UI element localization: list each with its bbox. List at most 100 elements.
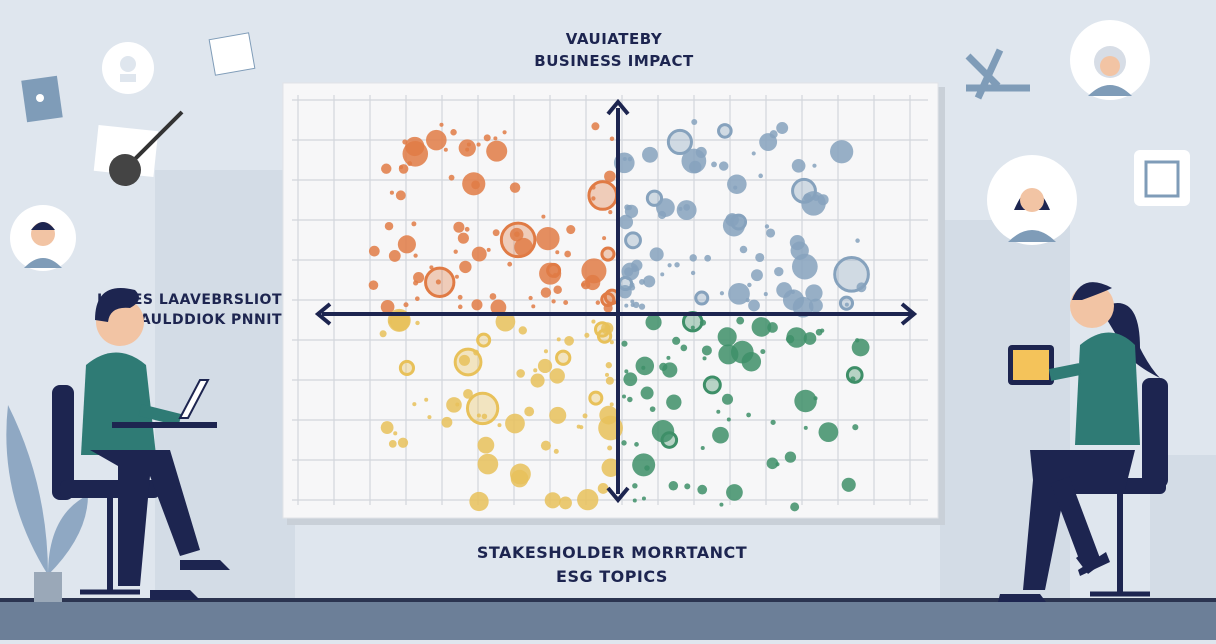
dot xyxy=(549,406,567,424)
dot xyxy=(676,200,697,221)
dot xyxy=(690,270,696,276)
dot xyxy=(691,118,698,125)
dot xyxy=(770,419,776,425)
dot xyxy=(841,477,856,492)
dot xyxy=(621,340,628,347)
dot xyxy=(458,139,476,157)
dot xyxy=(384,221,394,231)
dot xyxy=(528,295,533,301)
dot xyxy=(509,463,531,485)
dot xyxy=(381,163,392,174)
dot xyxy=(435,279,441,285)
dot xyxy=(630,299,635,304)
dot xyxy=(537,358,553,374)
dot xyxy=(717,123,733,139)
dot xyxy=(481,413,488,420)
dot xyxy=(632,301,640,309)
footer-line: ESG TOPICS xyxy=(556,567,668,586)
dot xyxy=(627,396,633,403)
dot xyxy=(716,409,721,414)
dot xyxy=(694,290,710,306)
dot xyxy=(602,236,607,241)
dot xyxy=(741,351,762,372)
dot xyxy=(672,336,681,345)
dot xyxy=(609,340,614,345)
dot xyxy=(368,245,380,257)
dot xyxy=(483,134,491,142)
dot xyxy=(789,235,805,251)
header-line: VAUIATEBY xyxy=(566,30,663,48)
dot xyxy=(457,294,463,300)
dot xyxy=(635,356,655,376)
dot xyxy=(794,389,817,413)
dot xyxy=(719,291,725,296)
dot xyxy=(730,213,748,231)
dot xyxy=(415,320,420,326)
dot xyxy=(649,247,664,262)
dot xyxy=(443,147,448,152)
dot xyxy=(556,337,561,342)
dot xyxy=(632,483,638,489)
dot xyxy=(553,448,559,454)
dot xyxy=(388,439,397,448)
dot xyxy=(397,437,409,448)
dot xyxy=(502,130,507,135)
dot xyxy=(790,502,800,512)
dot xyxy=(453,249,458,254)
dot xyxy=(541,214,546,219)
dot xyxy=(678,206,683,211)
dot xyxy=(566,224,576,235)
dot xyxy=(601,458,621,478)
dot xyxy=(471,180,480,190)
dots xyxy=(368,118,870,512)
dot xyxy=(833,255,870,293)
dot xyxy=(564,250,572,258)
dot xyxy=(514,237,533,257)
dot xyxy=(424,397,429,402)
dot xyxy=(509,182,521,193)
header-line: BUSINESS IMPACT xyxy=(534,52,694,70)
dot xyxy=(640,386,654,400)
dot xyxy=(680,344,688,352)
dot xyxy=(563,300,569,305)
dot xyxy=(784,451,797,463)
dot xyxy=(464,226,470,232)
dot xyxy=(477,436,495,454)
dot xyxy=(493,136,498,141)
dot xyxy=(533,368,538,373)
dot xyxy=(624,369,629,374)
dot xyxy=(407,161,413,167)
dot xyxy=(530,373,545,388)
dot xyxy=(852,424,859,431)
dot xyxy=(697,484,708,495)
dot xyxy=(471,246,487,262)
dot xyxy=(453,221,465,233)
dot xyxy=(604,324,611,331)
dot xyxy=(758,173,763,179)
avatar xyxy=(102,42,154,94)
dot xyxy=(368,280,379,290)
dot xyxy=(803,425,808,430)
arrow-up xyxy=(606,98,630,116)
dot xyxy=(591,319,596,324)
icon xyxy=(21,32,1190,206)
dot xyxy=(531,304,536,309)
dot xyxy=(411,221,417,227)
dot xyxy=(791,253,818,280)
dot xyxy=(495,311,516,332)
dot xyxy=(540,440,551,451)
floor-edge xyxy=(0,598,1216,602)
dot xyxy=(736,316,745,325)
dot xyxy=(751,317,772,337)
dot xyxy=(595,300,601,305)
dot xyxy=(666,355,671,360)
dot xyxy=(380,421,394,434)
dot xyxy=(599,405,619,425)
dot xyxy=(645,189,664,207)
dot xyxy=(413,253,418,258)
dot xyxy=(702,356,707,361)
dot xyxy=(645,314,662,331)
dot xyxy=(701,345,712,356)
